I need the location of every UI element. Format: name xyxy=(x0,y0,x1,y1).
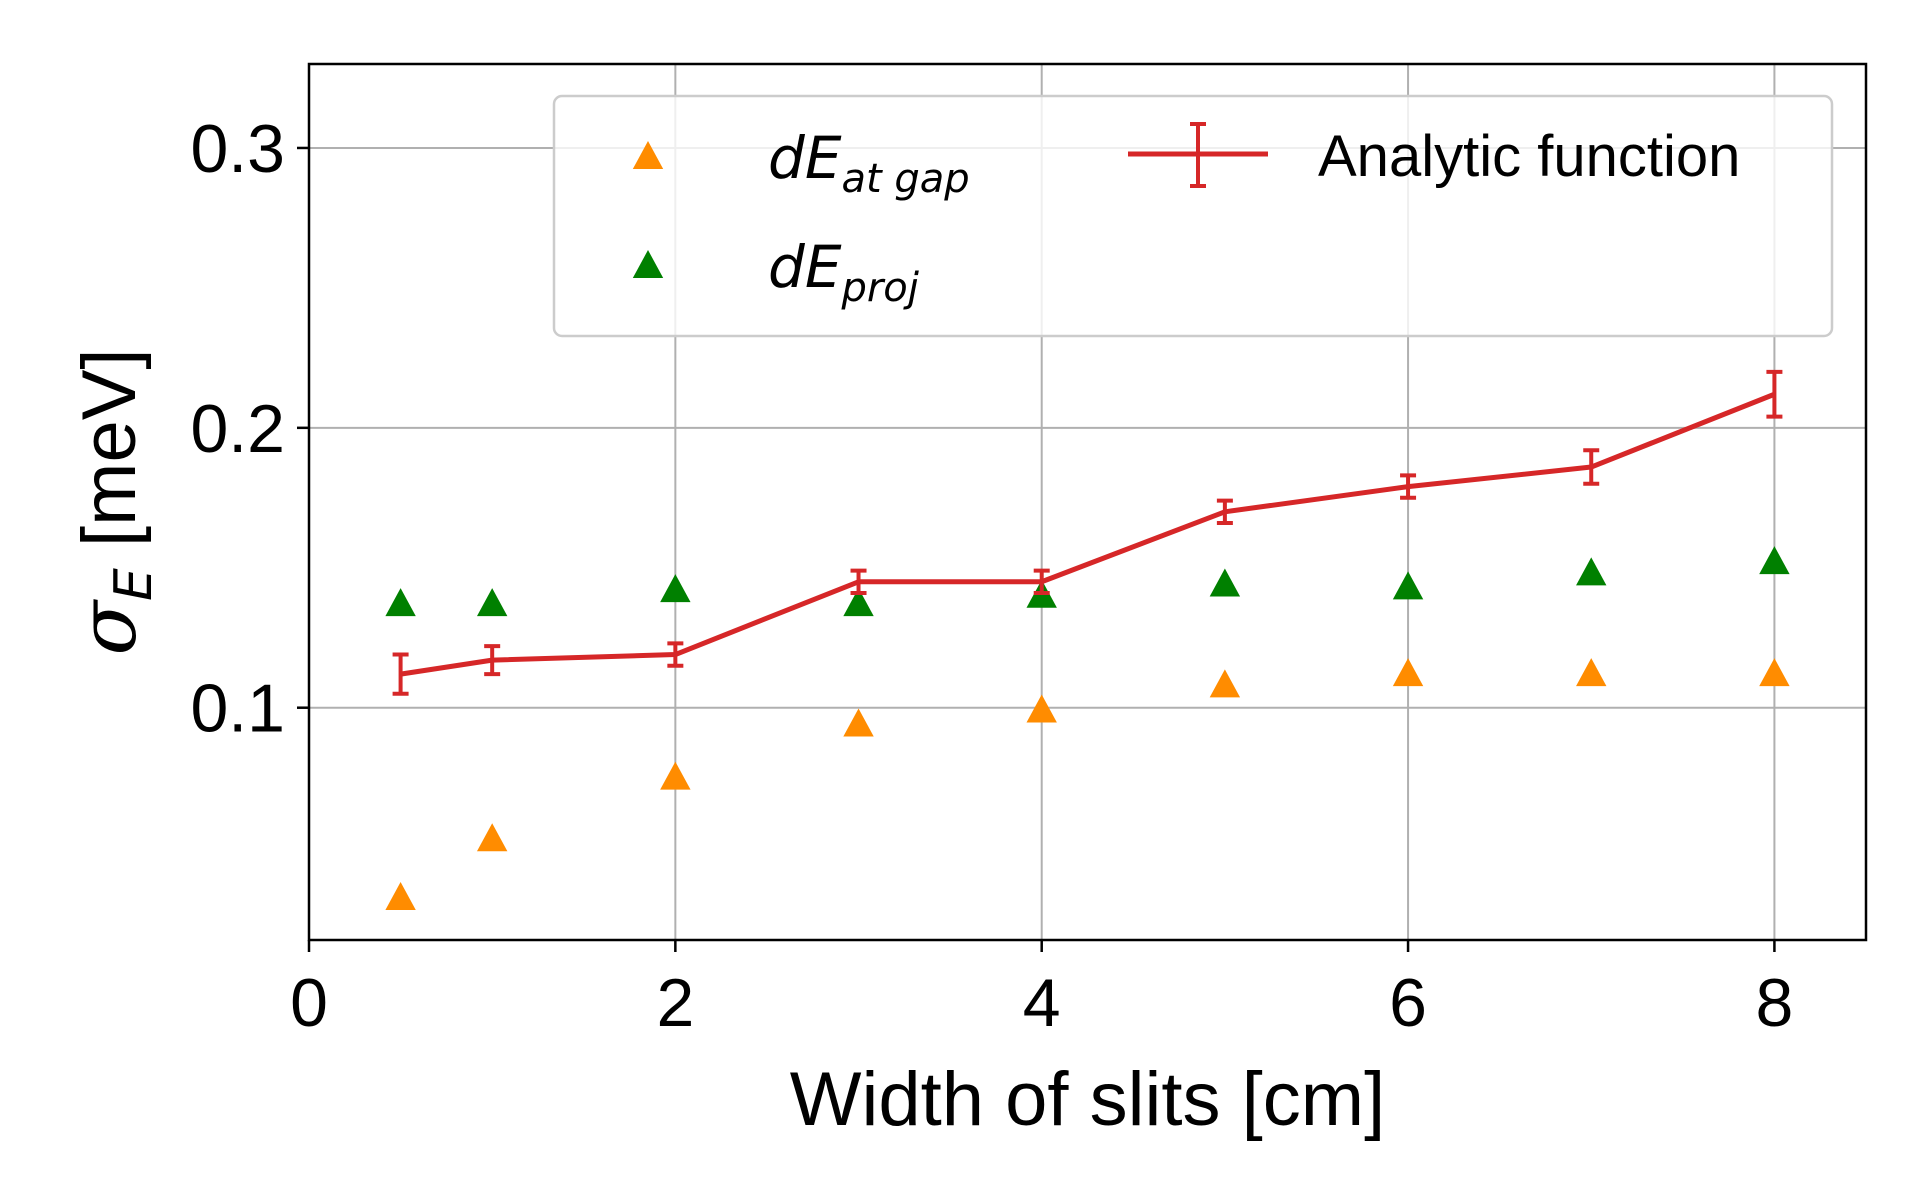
legend-label-dE-at-gap-main: dE xyxy=(768,124,842,192)
legend-marker-dE-at-gap xyxy=(632,141,664,169)
data-point xyxy=(1392,571,1424,600)
y-tick-label: 0.3 xyxy=(190,111,285,187)
data-point xyxy=(1576,658,1607,687)
data-point xyxy=(660,761,691,790)
legend-label-dE-proj: dEproj xyxy=(768,233,920,311)
y-axis-title-symbol: σ xyxy=(61,599,154,656)
error-bar xyxy=(667,641,684,668)
x-tick-label: 8 xyxy=(1755,965,1793,1041)
plot-frame xyxy=(307,62,1868,942)
legend-label-analytic-function: Analytic function xyxy=(1318,124,1740,189)
legend-label-dE-at-gap-sub: at gap xyxy=(841,156,969,202)
legend-label-dE-proj-main: dE xyxy=(768,233,842,301)
error-bar xyxy=(850,568,867,595)
data-point xyxy=(1026,694,1057,723)
x-tick-label: 2 xyxy=(656,965,694,1041)
axis-ticks xyxy=(297,146,1776,952)
data-point xyxy=(476,823,508,852)
error-bar xyxy=(1766,369,1783,419)
y-axis-title: σE [meV] xyxy=(61,348,164,655)
y-axis-title-unit: [meV] xyxy=(67,348,152,568)
x-tick-label: 6 xyxy=(1389,965,1427,1041)
error-bar xyxy=(1216,498,1233,525)
data-point xyxy=(1759,546,1790,575)
error-bar xyxy=(392,652,409,696)
series-de_at-gap xyxy=(385,658,1790,911)
error-bar xyxy=(1583,448,1600,486)
data-point xyxy=(1576,557,1607,586)
data-point xyxy=(1209,568,1241,597)
error-bar xyxy=(1400,473,1417,500)
data-point xyxy=(1209,669,1241,698)
y-axis-title-subscript: E xyxy=(104,568,164,601)
legend-label-dE-at-gap: dEat gap xyxy=(768,124,970,202)
error-bar xyxy=(1033,568,1050,595)
plot-series xyxy=(385,369,1790,911)
data-point xyxy=(843,708,874,737)
y-tick-label: 0.2 xyxy=(190,391,285,467)
data-point xyxy=(385,588,416,617)
error-bar xyxy=(484,644,501,677)
x-tick-label: 4 xyxy=(1023,965,1061,1041)
data-point xyxy=(385,882,416,911)
legend-box xyxy=(552,94,1834,338)
legend: dEat gap dEproj Analytic function xyxy=(552,94,1834,338)
legend-marker-analytic-function xyxy=(1128,122,1268,188)
axis-tick-labels: 0 2 4 6 8 0.1 0.2 0.3 xyxy=(190,111,1793,1041)
y-tick-label: 0.1 xyxy=(190,671,285,747)
legend-label-dE-proj-sub: proj xyxy=(840,265,919,311)
data-point xyxy=(1392,658,1424,687)
legend-marker-dE-proj xyxy=(632,250,664,278)
x-tick-label: 0 xyxy=(290,965,328,1041)
data-point xyxy=(476,588,508,617)
x-axis-title: Width of slits [cm] xyxy=(790,1057,1385,1142)
data-point xyxy=(660,574,691,603)
data-point xyxy=(843,588,874,617)
series-analytic-function xyxy=(392,369,1783,696)
data-point xyxy=(1759,658,1790,687)
series-de_proj xyxy=(385,546,1790,617)
